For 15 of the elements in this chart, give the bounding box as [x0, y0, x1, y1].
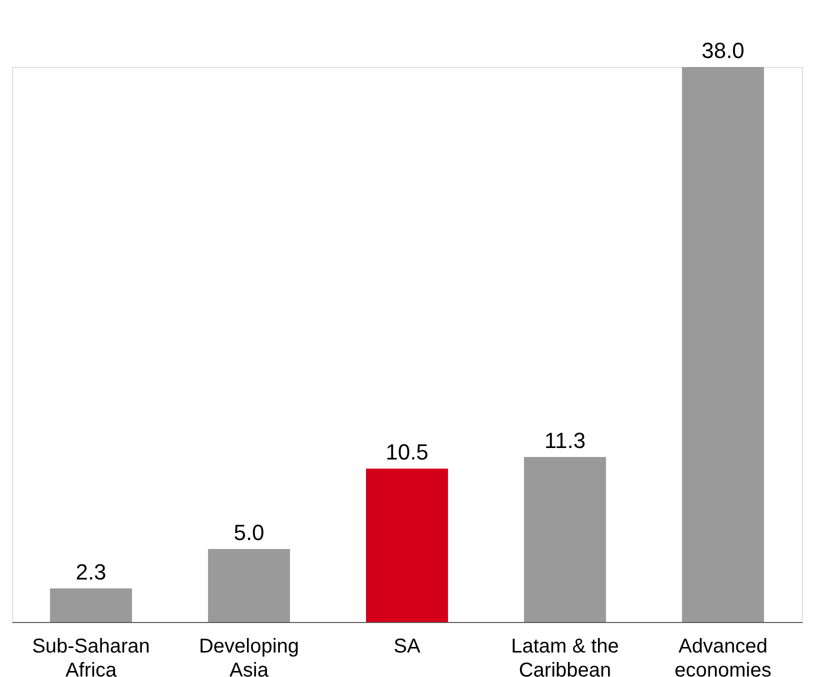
x-tick-label: Advanced economies	[674, 636, 772, 677]
data-label: 5.0	[234, 520, 264, 545]
data-label: 2.3	[76, 559, 106, 584]
data-label: 10.5	[386, 440, 428, 465]
data-label: 11.3	[544, 428, 586, 453]
bar	[208, 548, 290, 622]
bar	[524, 456, 606, 622]
x-tick-label: Developing Asia	[198, 636, 300, 677]
x-tick-label: Sub-Saharan Africa	[32, 636, 150, 677]
x-tick-label: SA	[394, 636, 421, 658]
bar	[50, 588, 132, 622]
bar	[682, 67, 764, 622]
bar	[366, 468, 448, 622]
x-tick-label: Latam & the Caribbean	[511, 636, 619, 677]
data-label: 38.0	[702, 38, 744, 63]
